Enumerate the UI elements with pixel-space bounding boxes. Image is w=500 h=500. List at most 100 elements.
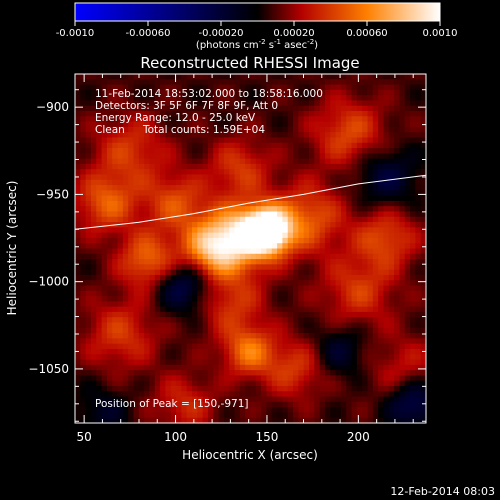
heatmap-cell [170, 401, 177, 408]
heatmap-cell [165, 380, 172, 387]
heatmap-cell [234, 174, 241, 181]
heatmap-cell [293, 174, 299, 181]
heatmap-cell [128, 137, 135, 144]
heatmap-cell [80, 311, 87, 318]
heatmap-cell [239, 216, 246, 223]
heatmap-cell [223, 407, 230, 414]
heatmap-cell [218, 243, 225, 250]
heatmap-cell [117, 375, 124, 382]
heatmap-cell [176, 137, 182, 144]
heatmap-cell [122, 243, 129, 250]
heatmap-cell [122, 232, 129, 239]
heatmap-cell [399, 296, 406, 302]
heatmap-cell [404, 200, 411, 207]
heatmap-cell [356, 327, 363, 334]
heatmap-cell [351, 296, 358, 302]
heatmap-cell [335, 322, 342, 329]
heatmap-cell [176, 216, 182, 223]
heatmap-cell [75, 396, 81, 403]
heatmap-cell [181, 359, 188, 366]
heatmap-cell [229, 348, 236, 355]
heatmap-cell [319, 327, 326, 334]
heatmap-cell [96, 243, 103, 250]
heatmap-cell [266, 185, 273, 191]
heatmap-cell [346, 296, 353, 302]
heatmap-cell [372, 179, 379, 186]
heatmap-cell [309, 179, 315, 186]
heatmap-cell [340, 269, 347, 276]
heatmap-cell [213, 248, 220, 255]
heatmap-cell [218, 89, 225, 96]
heatmap-cell [245, 195, 252, 202]
heatmap-cell [213, 116, 220, 123]
heatmap-cell [213, 137, 220, 144]
heatmap-cell [255, 116, 262, 123]
heatmap-cell [266, 163, 273, 170]
heatmap-cell [309, 274, 315, 281]
heatmap-cell [271, 222, 278, 228]
heatmap-cell [154, 142, 161, 149]
heatmap-cell [282, 163, 289, 170]
heatmap-cell [378, 327, 385, 334]
heatmap-cell [239, 407, 246, 414]
heatmap-cell [372, 185, 379, 191]
heatmap-cell [207, 259, 214, 265]
heatmap-cell [293, 111, 299, 117]
heatmap-cell [186, 391, 193, 398]
heatmap-cell [410, 338, 416, 345]
heatmap-cell [340, 89, 347, 96]
heatmap-cell [367, 333, 374, 339]
heatmap-cell [170, 407, 177, 414]
heatmap-cell [340, 396, 347, 403]
heatmap-cell [229, 174, 236, 181]
heatmap-cell [250, 327, 257, 334]
heatmap-cell [250, 222, 257, 228]
heatmap-cell [160, 111, 167, 117]
heatmap-cell [223, 105, 230, 112]
heatmap-cell [176, 301, 182, 308]
heatmap-cell [261, 169, 268, 176]
heatmap-cell [266, 296, 273, 302]
heatmap-cell [138, 100, 145, 107]
heatmap-cell [367, 84, 374, 91]
heatmap-cell [394, 370, 401, 377]
heatmap-cell [75, 274, 81, 281]
heatmap-cell [218, 158, 225, 165]
heatmap-cell [309, 380, 315, 387]
heatmap-cell [181, 396, 188, 403]
heatmap-cell [170, 348, 177, 355]
heatmap-cell [383, 232, 390, 239]
heatmap-cell [420, 227, 426, 234]
heatmap-cell [356, 179, 363, 186]
heatmap-cell [234, 222, 241, 228]
heatmap-cell [271, 190, 278, 197]
heatmap-cell [207, 74, 214, 80]
heatmap-cell [298, 126, 305, 133]
heatmap-cell [128, 95, 135, 102]
heatmap-cell [144, 343, 151, 350]
heatmap-cell [340, 74, 347, 80]
heatmap-cell [138, 296, 145, 302]
heatmap-cell [75, 317, 81, 324]
heatmap-cell [218, 248, 225, 255]
heatmap-cell [324, 322, 331, 329]
heatmap-cell [255, 200, 262, 207]
heatmap-cell [351, 317, 358, 324]
heatmap-cell [90, 137, 97, 144]
heatmap-cell [170, 179, 177, 186]
heatmap-cell [106, 126, 113, 133]
heatmap-cell [250, 396, 257, 403]
heatmap-cell [165, 306, 172, 313]
heatmap-cell [176, 380, 182, 387]
heatmap-cell [80, 232, 87, 239]
heatmap-cell [133, 301, 140, 308]
heatmap-cell [394, 137, 401, 144]
heatmap-cell [383, 206, 390, 213]
heatmap-cell [239, 84, 246, 91]
heatmap-cell [85, 126, 92, 133]
heatmap-cell [271, 185, 278, 191]
heatmap-cell [394, 95, 401, 102]
heatmap-cell [351, 142, 358, 149]
heatmap-cell [330, 311, 337, 318]
heatmap-cell [138, 158, 145, 165]
